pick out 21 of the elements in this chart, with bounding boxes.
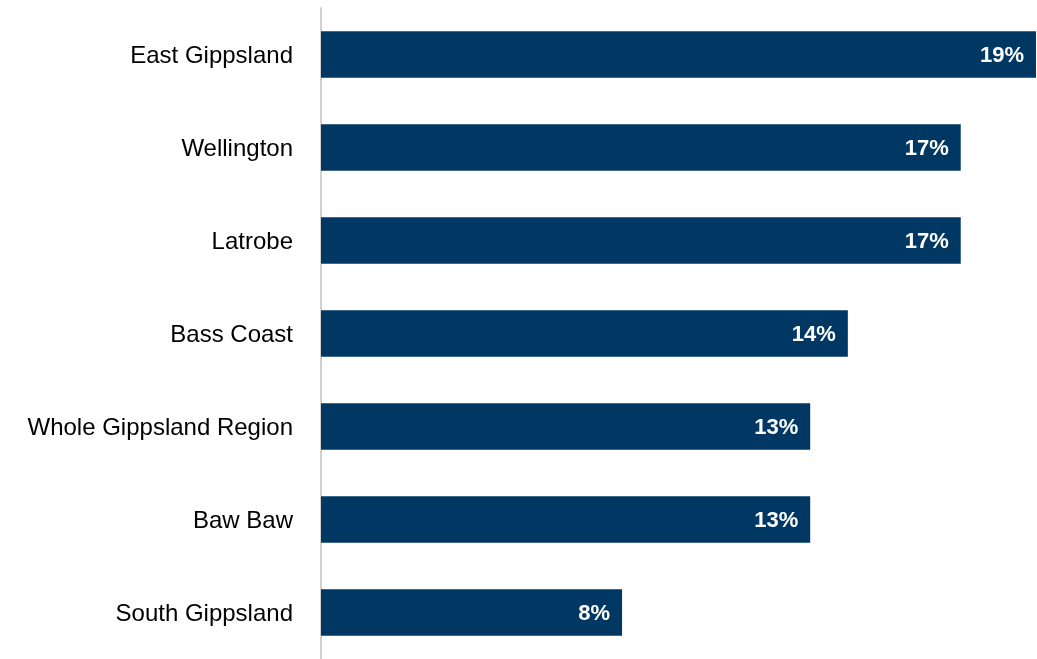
data-label: 8%: [578, 600, 611, 625]
y-tick-label: Wellington: [181, 134, 293, 161]
bar: [321, 124, 961, 171]
bar: [321, 589, 623, 636]
y-tick-label: East Gippsland: [130, 41, 293, 68]
y-tick-label: Bass Coast: [170, 320, 294, 347]
data-label: 13%: [754, 507, 799, 532]
data-label: 13%: [754, 414, 799, 439]
data-label: 17%: [904, 228, 949, 253]
bar: [321, 217, 961, 264]
data-label: 14%: [791, 321, 836, 346]
y-tick-label: Whole Gippsland Region: [27, 413, 293, 440]
y-tick-label: South Gippsland: [115, 599, 293, 626]
data-label: 19%: [979, 42, 1024, 67]
bar: [321, 310, 848, 357]
bar: [321, 496, 811, 543]
y-tick-label: Latrobe: [211, 227, 293, 254]
y-tick-label: Baw Baw: [192, 506, 294, 533]
bar: [321, 31, 1036, 78]
data-label: 17%: [904, 135, 949, 160]
bar: [321, 403, 811, 450]
